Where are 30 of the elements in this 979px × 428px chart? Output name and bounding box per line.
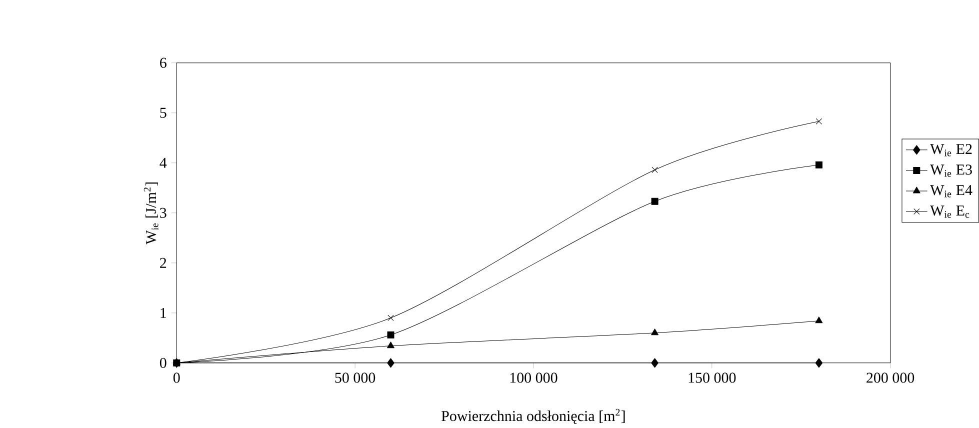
x-tick-label: 100 000: [510, 372, 558, 383]
y-tick-label: 6: [160, 58, 166, 68]
point: [815, 316, 823, 324]
y-tick-label: 2: [160, 258, 166, 268]
point: [387, 331, 394, 338]
point: [387, 342, 394, 348]
y-tick-label: 1: [160, 308, 166, 318]
legend-label: W$_{ie}$ E4: [930, 185, 972, 198]
x-tick-label: 200 000: [866, 372, 914, 383]
point: [816, 118, 822, 124]
x-tick-label: 0: [173, 372, 180, 383]
x-tick-label: 50 000: [335, 372, 376, 383]
point: [388, 314, 394, 321]
x-axis-title: Powierzchnia odsłonięcia [m$^{2}$]: [442, 408, 625, 424]
y-tick-label: 0: [160, 358, 166, 368]
point: [815, 161, 822, 168]
legend-label: W$_{ie}$ E2: [930, 144, 972, 156]
legend-label: W$_{ie}$ E$_{c}$: [930, 206, 970, 218]
legend-label: W$_{ie}$ E3: [930, 164, 972, 177]
point: [651, 198, 658, 205]
y-tick-label: 3: [160, 208, 166, 218]
y-tick-label: 4: [160, 158, 167, 168]
y-tick-label: 5: [160, 108, 166, 118]
x-tick-label: 150 000: [688, 372, 736, 383]
y-axis-title: W$_{ie}$ [J/m$^{2}$]: [144, 182, 158, 244]
point: [387, 358, 394, 368]
point: [651, 358, 658, 368]
point: [815, 358, 823, 368]
point: [651, 328, 659, 336]
point: [652, 166, 658, 173]
